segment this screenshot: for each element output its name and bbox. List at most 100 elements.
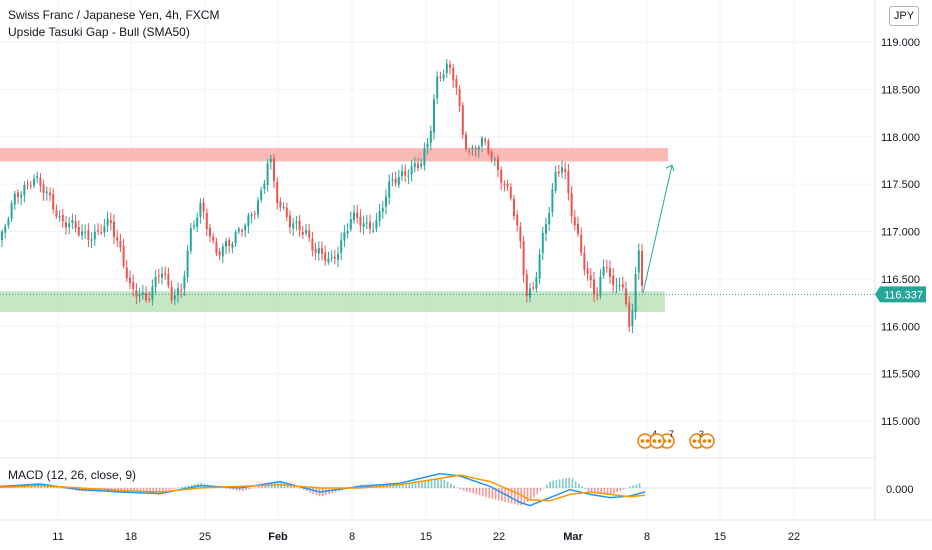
macd-hist-bar bbox=[626, 488, 628, 489]
macd-hist-bar bbox=[446, 481, 449, 488]
macd-hist-bar bbox=[174, 488, 177, 489]
candle bbox=[564, 162, 567, 180]
candle bbox=[641, 244, 643, 292]
macd-legend[interactable]: MACD (12, 26, close, 9) bbox=[8, 468, 137, 482]
candle bbox=[631, 303, 634, 334]
candle bbox=[65, 216, 67, 235]
event-badge-count: 3 bbox=[699, 429, 704, 439]
candle bbox=[161, 266, 163, 285]
candle bbox=[116, 229, 119, 247]
macd-hist-bar bbox=[558, 479, 561, 488]
y-tick-label: 118.000 bbox=[881, 132, 920, 144]
candle bbox=[273, 154, 275, 189]
projection-arrow[interactable] bbox=[642, 164, 675, 294]
candle bbox=[145, 286, 147, 303]
candle bbox=[343, 225, 346, 248]
macd-hist-bar bbox=[498, 488, 500, 501]
time-axis[interactable]: 11 18 25 Feb 8 15 22 Mar 8 15 22 bbox=[52, 531, 800, 543]
candle bbox=[445, 59, 448, 78]
candle bbox=[369, 214, 371, 235]
candle bbox=[551, 183, 554, 217]
candle bbox=[637, 243, 640, 280]
candle bbox=[513, 194, 515, 221]
macd-hist-bar bbox=[181, 486, 183, 488]
candle bbox=[202, 197, 205, 220]
candle bbox=[394, 171, 397, 187]
candle bbox=[119, 233, 122, 253]
macd-hist-bar bbox=[510, 488, 513, 504]
event-badges[interactable]: 473 bbox=[637, 429, 715, 449]
candle bbox=[45, 186, 48, 201]
candle bbox=[628, 295, 631, 332]
candle bbox=[7, 216, 10, 229]
price-axis[interactable]: 119.000 118.500 118.000 117.500 117.000 116.5… bbox=[881, 37, 920, 428]
candle bbox=[391, 172, 394, 187]
study-label[interactable]: Upside Tasuki Gap - Bull (SMA50) bbox=[8, 25, 190, 39]
candle bbox=[474, 145, 477, 157]
macd-hist-bar bbox=[190, 484, 193, 488]
candle bbox=[324, 245, 327, 266]
candle bbox=[561, 160, 563, 179]
candle bbox=[33, 174, 35, 189]
macd-hist-bar bbox=[232, 488, 234, 490]
macd-hist-bar bbox=[229, 488, 231, 490]
macd-hist-bar bbox=[507, 488, 510, 503]
macd-hist-bar bbox=[149, 488, 151, 492]
candle bbox=[497, 155, 499, 178]
y-tick-label: 115.500 bbox=[881, 369, 920, 381]
macd-hist-bar bbox=[462, 488, 465, 491]
candle bbox=[397, 169, 400, 188]
event-badge-icon[interactable] bbox=[699, 433, 715, 449]
macd-hist-bar bbox=[590, 488, 593, 494]
macd-hist-bar bbox=[293, 486, 295, 488]
candle bbox=[621, 276, 624, 291]
candle bbox=[298, 214, 301, 237]
macd-hist-bar bbox=[130, 488, 132, 492]
macd-hist-bar bbox=[424, 480, 426, 488]
candle bbox=[177, 282, 179, 303]
macd-hist-bar bbox=[597, 488, 599, 494]
support-zone[interactable] bbox=[0, 291, 665, 313]
candle bbox=[618, 277, 621, 292]
candle bbox=[295, 215, 298, 231]
macd-hist-bar bbox=[488, 488, 490, 499]
currency-badge[interactable]: JPY bbox=[889, 6, 919, 26]
candle bbox=[135, 282, 138, 305]
candle bbox=[257, 197, 259, 219]
candle bbox=[93, 224, 96, 246]
candle bbox=[269, 154, 272, 170]
macd-hist-bar bbox=[248, 488, 250, 490]
macd-hist-bar bbox=[309, 488, 311, 493]
candle bbox=[381, 200, 384, 219]
macd-hist-bar bbox=[584, 488, 586, 489]
candle bbox=[218, 248, 221, 261]
candle bbox=[506, 179, 509, 192]
candle bbox=[525, 269, 528, 303]
candle bbox=[589, 267, 592, 288]
macd-hist-bar bbox=[152, 488, 154, 492]
candle bbox=[26, 179, 29, 190]
chart-title[interactable]: Swiss Franc / Japanese Yen, 4h, FXCM bbox=[8, 8, 220, 22]
macd-hist-bar bbox=[155, 488, 158, 492]
macd-hist-bar bbox=[398, 484, 401, 488]
candle bbox=[378, 203, 381, 227]
candle bbox=[545, 217, 547, 242]
candle bbox=[436, 71, 439, 104]
macd-hist-bar bbox=[411, 482, 414, 488]
projection-arrow-head bbox=[665, 164, 675, 172]
macd-hist-bar bbox=[251, 488, 254, 489]
candle bbox=[55, 204, 58, 220]
candle bbox=[4, 223, 7, 239]
macd-hist-bar bbox=[478, 488, 481, 496]
event-badge-icon[interactable] bbox=[649, 433, 665, 449]
candle bbox=[503, 180, 506, 192]
candle bbox=[573, 209, 576, 231]
resistance-zone[interactable] bbox=[0, 148, 668, 162]
macd-hist-bar bbox=[290, 484, 292, 488]
macd-hist-bar bbox=[485, 488, 487, 498]
last-price-tag-text: 116.337 bbox=[884, 289, 923, 301]
macd-hist-bar bbox=[574, 481, 577, 488]
macd-hist-bar bbox=[402, 484, 404, 488]
x-tick-label: Feb bbox=[268, 531, 288, 543]
